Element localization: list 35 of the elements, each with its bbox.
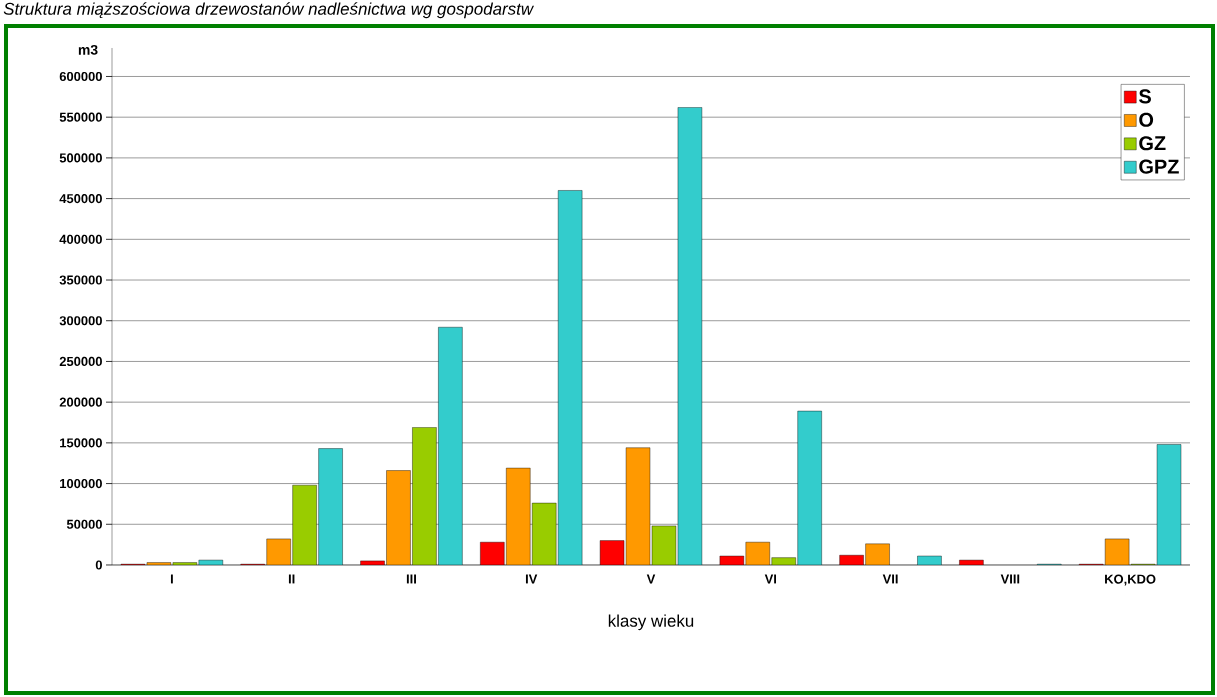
x-tick-label: I [170,574,173,584]
x-tick-label: KO,KDO [1105,574,1156,586]
legend-label: S [1139,89,1151,104]
legend-label: O [1139,112,1154,127]
x-tick-label: III [406,574,416,584]
bar [438,327,463,565]
x-tick-label: VII [882,574,898,584]
y-tick-label: 400000 [59,234,102,244]
y-tick-label: 550000 [59,112,102,122]
y-tick-label: 600000 [59,71,102,82]
bar [1156,444,1182,565]
x-tick-label: V [646,574,656,584]
y-tick-label: 200000 [59,397,102,407]
y-tick-label: 350000 [59,275,102,285]
bar [557,190,583,565]
y-tick-label: 450000 [59,194,102,204]
x-tick-label: II [288,574,295,584]
y-tick-label: 50000 [66,519,102,529]
chart-title: Struktura miąższościowa drzewostanów nadleśnictwa wg gospodarstw [3,2,535,19]
x-tick-label: VI [764,574,777,584]
y-axis-title: m3 [78,44,98,55]
y-tick-label: 100000 [60,478,102,489]
x-tick-label: IV [525,574,538,584]
legend-label: GPZ [1139,159,1179,174]
x-axis-title: klasy wieku [608,614,694,631]
legend-label: GZ [1139,136,1166,151]
bar [677,107,703,565]
x-tick-label: VIII [1000,574,1020,584]
bar [797,410,822,565]
y-tick-label: 500000 [59,153,102,163]
y-tick-label: 0 [95,560,102,570]
y-tick-label: 300000 [59,316,102,326]
bar [318,448,343,565]
y-tick-label: 150000 [60,438,102,448]
y-tick-label: 250000 [59,356,102,367]
